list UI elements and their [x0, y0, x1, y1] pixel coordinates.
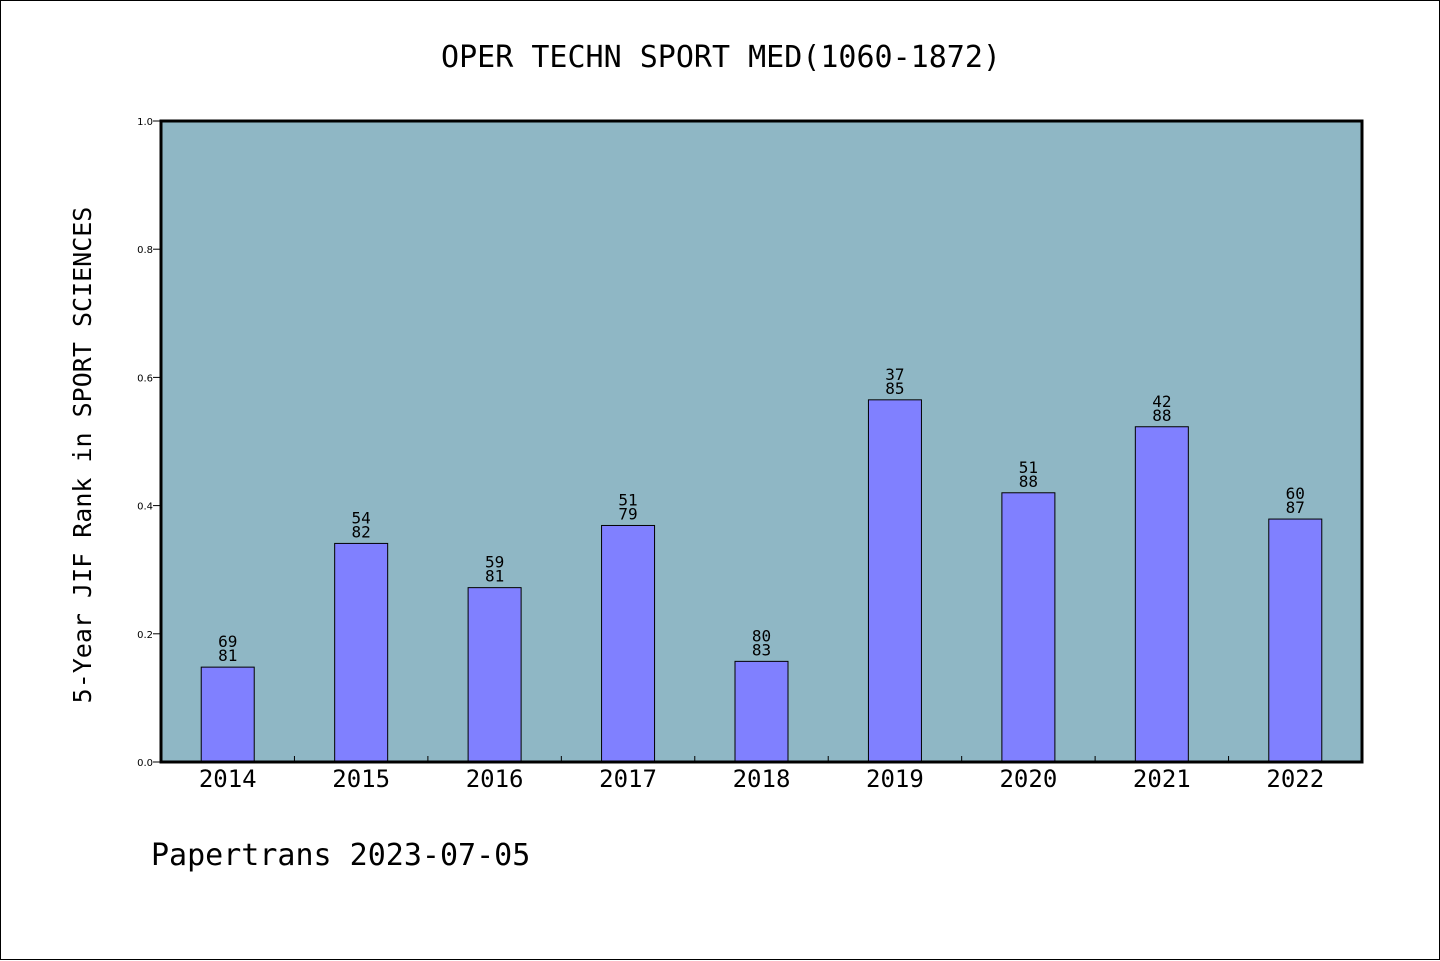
- y-tick-label: 0.2: [137, 630, 153, 641]
- bar-label-total: 85: [885, 379, 904, 398]
- bar-2014: [200, 666, 255, 763]
- bar-label-rank: 80: [752, 626, 771, 645]
- bar-label-rank: 60: [1286, 484, 1305, 503]
- bar-label-total: 81: [485, 567, 504, 586]
- chart-title: OPER TECHN SPORT MED(1060-1872): [441, 40, 1001, 75]
- x-tick-label: 2015: [332, 765, 390, 793]
- bar-label-rank: 54: [352, 508, 371, 527]
- footer-credit: Papertrans 2023-07-05: [151, 838, 530, 873]
- x-axis: 2014 2015 2016 2017 2018 2019 2020 2021 2022: [199, 756, 1324, 793]
- bar-2019: [867, 399, 922, 763]
- bar-2018: [734, 660, 789, 763]
- y-axis: 0.0 0.2 0.4 0.6 0.8 1.0: [137, 117, 161, 769]
- bar-2017: [601, 524, 656, 763]
- bar-2021: [1134, 426, 1189, 763]
- x-tick-label: 2020: [999, 765, 1057, 793]
- bar-label-rank: 37: [885, 365, 904, 384]
- bar-2015: [334, 542, 389, 763]
- y-tick-label: 0.0: [137, 758, 153, 769]
- x-tick-label: 2022: [1266, 765, 1324, 793]
- bar-label-total: 82: [352, 522, 371, 541]
- bar-label-total: 81: [218, 646, 237, 665]
- bar-2020: [1001, 492, 1056, 763]
- x-tick-label: 2021: [1133, 765, 1191, 793]
- bar-label-rank: 69: [218, 632, 237, 651]
- y-axis-label: 5-Year JIF Rank in SPORT SCIENCES: [68, 207, 97, 704]
- bar-label-total: 87: [1286, 498, 1305, 517]
- y-tick-label: 0.4: [137, 502, 153, 513]
- bar-label-total: 88: [1152, 406, 1171, 425]
- bar-series: [200, 399, 1323, 763]
- bar-label-total: 79: [618, 504, 637, 523]
- y-tick-label: 0.6: [137, 373, 153, 384]
- x-tick-label: 2019: [866, 765, 924, 793]
- y-tick-label: 0.8: [137, 245, 153, 256]
- plot-border: [159, 119, 1364, 764]
- bar-label-total: 83: [752, 640, 771, 659]
- x-tick-label: 2017: [599, 765, 657, 793]
- x-tick-label: 2016: [466, 765, 524, 793]
- bar-label-rank: 59: [485, 553, 504, 572]
- bar-label-rank: 51: [1019, 458, 1038, 477]
- bar-2022: [1268, 518, 1323, 763]
- x-tick-label: 2018: [733, 765, 791, 793]
- x-tick-label: 2014: [199, 765, 257, 793]
- bar-label-total: 88: [1019, 472, 1038, 491]
- bar-2016: [467, 587, 522, 763]
- bar-label-rank: 42: [1152, 392, 1171, 411]
- bar-label-rank: 51: [618, 490, 637, 509]
- y-tick-label: 1.0: [137, 117, 153, 128]
